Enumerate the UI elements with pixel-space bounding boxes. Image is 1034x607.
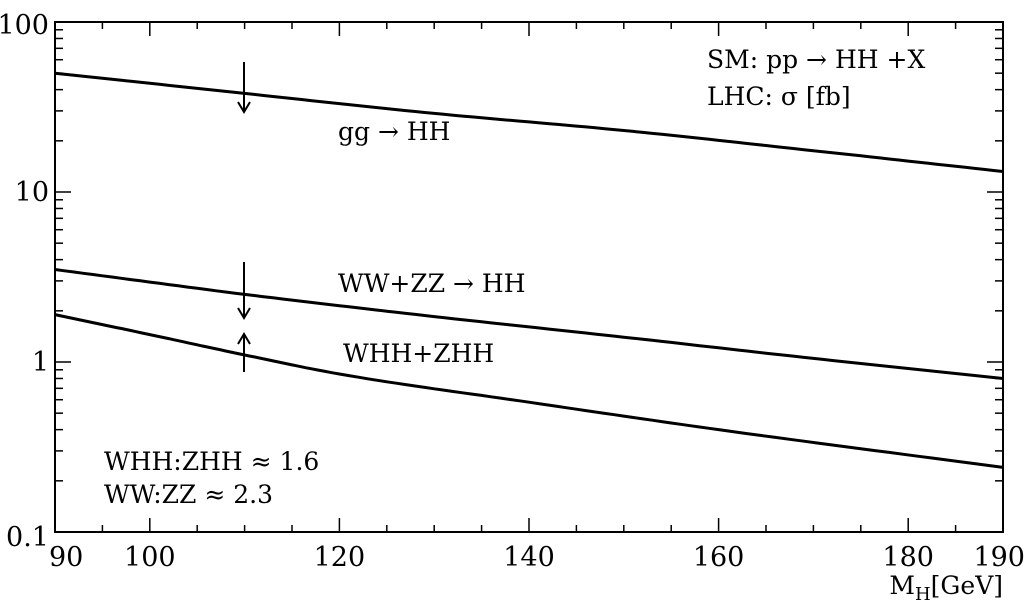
- label-whh-zhh: WHH+ZHH: [343, 339, 494, 368]
- label-ww-zz-hh: WW+ZZ → HH: [338, 269, 526, 298]
- y-tick-label: 10: [15, 177, 49, 208]
- y-tick-label: 0.1: [6, 522, 49, 553]
- series-line-0: [54, 71, 1004, 173]
- reference-arrows: [237, 62, 251, 372]
- series-curves: [54, 71, 1004, 469]
- x-tick-label: 180: [882, 542, 934, 573]
- annotation-sm-process: SM: pp → HH +X: [707, 45, 925, 74]
- annotation-whh-zhh-ratio: WHH:ZHH ≈ 1.6: [104, 447, 319, 476]
- series-line-1: [54, 268, 1004, 380]
- arrow-down-gg: [237, 62, 251, 114]
- y-tick-label: 1: [32, 347, 49, 378]
- annotation-ww-zz-ratio: WW:ZZ ≈ 2.3: [104, 480, 273, 509]
- axis-ticks: [54, 22, 1004, 533]
- arrow-up-whh: [237, 332, 251, 372]
- series-line-2: [54, 313, 1004, 469]
- arrow-down-ww: [237, 262, 251, 320]
- axis-tick-labels: 90 100 120 140 160 180 190 0.1 1 10 100: [0, 10, 1025, 573]
- x-tick-label: 160: [693, 542, 745, 573]
- label-gg-hh: gg → HH: [338, 117, 450, 146]
- x-tick-label: 140: [503, 542, 555, 573]
- annotation-lhc-sigma: LHC: σ [fb]: [707, 82, 851, 111]
- x-tick-label: 190: [973, 542, 1025, 573]
- x-tick-label: 90: [49, 542, 83, 573]
- x-tick-label: 100: [124, 542, 176, 573]
- x-tick-label: 120: [314, 542, 366, 573]
- x-axis-title: MH[GeV]: [889, 571, 1003, 605]
- y-tick-label: 100: [0, 10, 49, 41]
